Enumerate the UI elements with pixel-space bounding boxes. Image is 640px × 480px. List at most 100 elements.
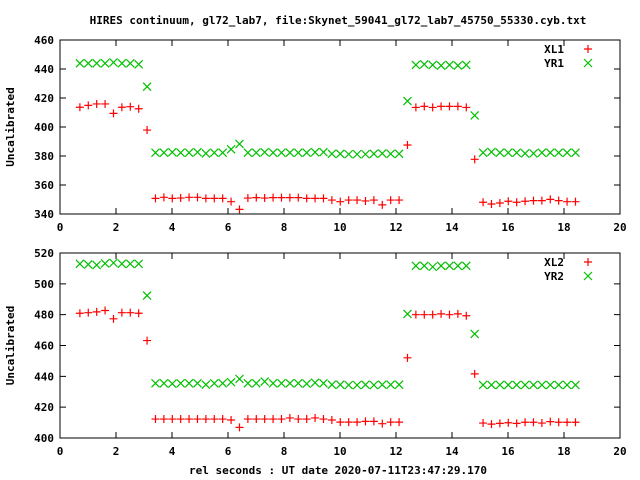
data-point <box>512 419 521 428</box>
data-point <box>294 193 303 202</box>
data-point <box>327 149 337 159</box>
y-tick-label: 380 <box>34 150 54 163</box>
series-xl1 <box>75 99 580 214</box>
data-point <box>201 148 211 158</box>
data-point <box>495 419 504 428</box>
data-point <box>529 380 538 390</box>
legend-label: YR1 <box>544 57 564 70</box>
x-tick-label: 0 <box>57 445 64 458</box>
data-point <box>537 419 546 428</box>
legend-label: YR2 <box>544 270 564 283</box>
data-point <box>92 307 101 316</box>
x-tick-label: 10 <box>333 445 346 458</box>
data-point <box>571 148 580 158</box>
data-point <box>285 413 294 422</box>
data-point <box>419 261 429 271</box>
data-point <box>235 374 244 384</box>
data-point <box>84 101 93 110</box>
data-point <box>411 310 420 319</box>
data-point <box>537 196 546 205</box>
data-point <box>184 148 194 158</box>
data-point <box>176 148 186 158</box>
data-point <box>243 194 252 203</box>
data-point <box>92 99 101 108</box>
data-point <box>209 148 219 158</box>
data-point <box>285 148 295 158</box>
data-point <box>243 148 253 158</box>
data-point <box>277 193 286 202</box>
data-point <box>470 329 480 339</box>
data-point <box>571 197 580 206</box>
data-point <box>571 380 580 390</box>
data-point <box>479 419 488 428</box>
data-point <box>311 194 320 203</box>
x-tick-label: 8 <box>281 445 288 458</box>
data-point <box>294 415 303 424</box>
data-point <box>83 259 93 269</box>
data-point <box>285 378 295 388</box>
data-point <box>344 418 353 427</box>
data-point <box>361 417 370 426</box>
data-point <box>369 196 378 205</box>
data-point <box>395 196 404 205</box>
data-point <box>151 415 160 424</box>
data-point <box>478 148 488 158</box>
x-tick-label: 20 <box>613 221 626 234</box>
data-point <box>352 380 362 390</box>
data-point <box>277 378 286 388</box>
data-point <box>101 99 110 108</box>
data-point <box>143 126 152 135</box>
data-point <box>109 258 118 268</box>
data-point <box>562 380 572 390</box>
x-tick-label: 16 <box>501 221 515 234</box>
data-point <box>125 58 135 68</box>
data-point <box>185 193 194 202</box>
data-point <box>193 378 202 388</box>
data-point <box>285 193 294 202</box>
data-point <box>554 196 563 205</box>
data-point <box>176 194 185 203</box>
x-tick-label: 14 <box>445 221 459 234</box>
data-point <box>521 418 530 427</box>
data-point <box>478 380 488 390</box>
data-point <box>529 148 538 158</box>
data-point <box>386 196 395 205</box>
data-point <box>445 261 454 271</box>
data-point <box>353 418 362 427</box>
x-tick-label: 14 <box>445 445 459 458</box>
data-point <box>100 58 110 68</box>
data-point <box>395 418 404 427</box>
top-panel: 0 2 4 6 8 10 12 14 16 18 20 340 360 380 400 420 440 460 Un… <box>4 34 627 234</box>
data-point <box>143 336 152 345</box>
data-point <box>302 379 312 389</box>
data-point <box>529 418 538 427</box>
bottom-panel: 0 2 4 6 8 10 12 14 16 18 20 400 420 440 460 480 500 520 Un… <box>4 247 627 458</box>
y-axis-label: Uncalibrated <box>4 306 17 385</box>
data-point <box>445 60 454 70</box>
data-point <box>479 198 488 207</box>
data-point <box>461 60 471 70</box>
data-point <box>378 200 387 209</box>
data-point <box>377 380 387 390</box>
series-yr2 <box>75 258 580 390</box>
y-tick-label: 420 <box>34 92 54 105</box>
data-point <box>302 194 311 203</box>
data-point <box>403 309 412 319</box>
data-point <box>554 418 563 427</box>
data-point <box>428 310 437 319</box>
data-point <box>327 196 336 205</box>
data-point <box>327 415 336 424</box>
legend-label: XL2 <box>544 256 564 269</box>
data-point <box>369 380 379 390</box>
data-point <box>319 194 328 203</box>
data-point <box>243 378 253 388</box>
series-yr1 <box>75 58 580 159</box>
data-point <box>125 259 135 269</box>
y-tick-label: 520 <box>34 247 54 260</box>
data-point <box>437 309 446 318</box>
data-point <box>487 199 496 208</box>
data-point <box>210 415 219 424</box>
data-point <box>134 59 144 69</box>
data-point <box>252 193 261 202</box>
data-point <box>75 58 85 68</box>
